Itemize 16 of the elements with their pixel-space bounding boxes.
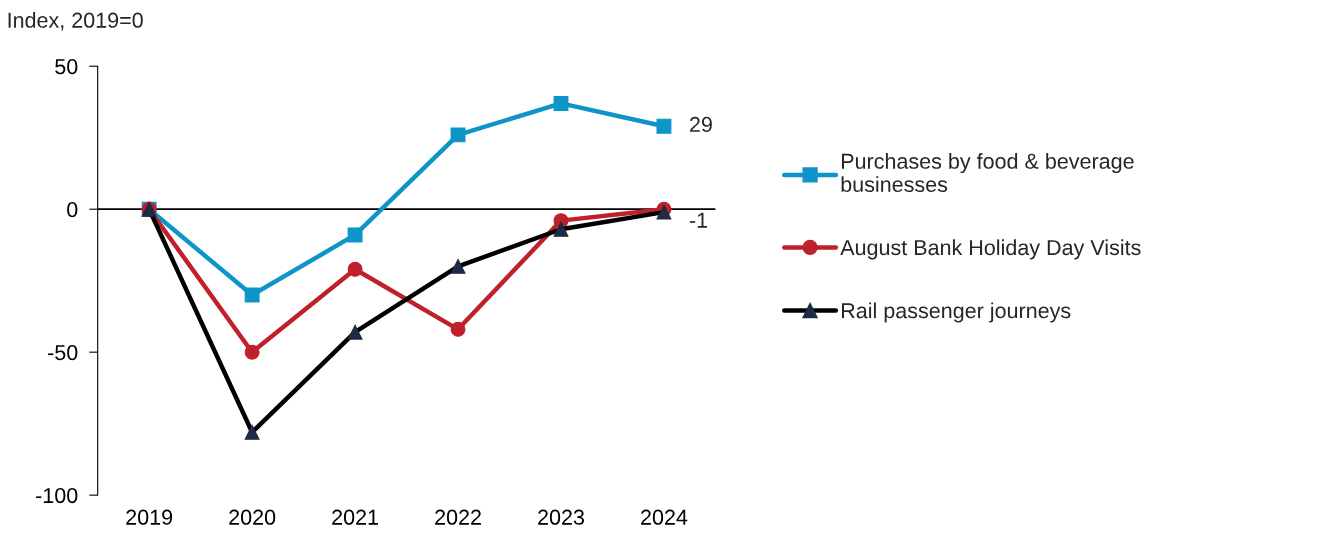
legend-label: Purchases by food & beverage businesses [841,153,1134,193]
annotation: -1 [689,212,708,228]
y-tick-label: -100 [36,487,78,504]
x-tick-label: 2021 [332,509,378,525]
y-tick-label: 50 [55,59,78,75]
legend-label: August Bank Holiday Day Visits [840,239,1141,260]
legend-label: Rail passenger journeys [841,302,1071,323]
annotation: 29 [690,116,712,133]
x-tick-label: 2024 [641,509,688,525]
y-tick-label: -50 [48,344,78,361]
x-tick-label: 2020 [229,509,276,525]
x-tick-label: 2023 [538,509,584,525]
y-tick-label: 0 [67,201,78,218]
x-tick-label: 2019 [126,509,173,525]
y-axis-title: Index, 2019=0 [8,12,143,31]
x-tick-label: 2022 [435,509,481,525]
